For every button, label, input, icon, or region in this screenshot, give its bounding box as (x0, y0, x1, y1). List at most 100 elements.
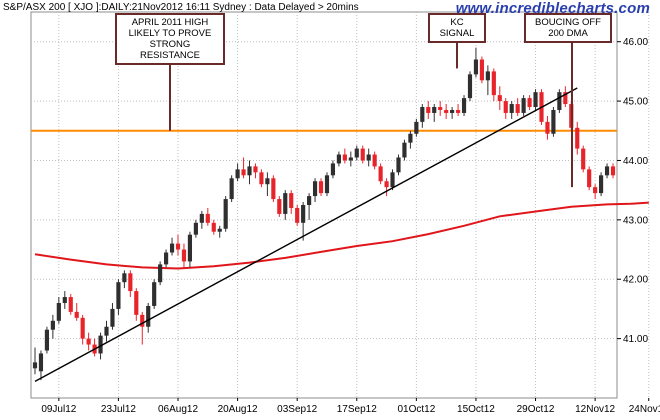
candle-body (253, 166, 258, 173)
x-tick-label: 12Nov12 (575, 404, 615, 415)
candle-body (354, 148, 359, 158)
candle-body (378, 166, 383, 182)
y-tick-label: 43.00 (623, 215, 648, 226)
candle-body (396, 157, 401, 173)
candle-body (342, 154, 347, 161)
candle-body (259, 172, 264, 185)
candle-body (366, 154, 371, 161)
candle-body (604, 166, 610, 176)
y-tick-label: 45.00 (623, 97, 648, 108)
x-tick-label: 20Aug12 (218, 404, 258, 415)
candle-body (348, 157, 353, 161)
candle-body (432, 107, 437, 113)
candle-body (455, 109, 461, 113)
candle-body (384, 181, 389, 188)
candle-body (414, 121, 419, 134)
candle-body (229, 178, 234, 200)
candle-body (158, 264, 163, 283)
candle-body (610, 166, 616, 176)
candle-body (164, 252, 169, 265)
candle-body (438, 107, 443, 110)
candle-body (581, 148, 586, 170)
candle-body (241, 169, 246, 176)
candle-body (473, 59, 479, 75)
candle-body (247, 166, 252, 176)
y-tick-label: 44.00 (623, 156, 648, 167)
candle-body (68, 297, 73, 312)
candle-body (271, 178, 276, 200)
candle-body (152, 282, 157, 306)
candle-body (98, 335, 103, 354)
y-tick-label: 46.00 (623, 37, 648, 48)
candle-body (420, 107, 425, 122)
candle-body (587, 169, 592, 188)
candle-body (330, 163, 336, 176)
candle-body (509, 104, 514, 113)
candle-body (223, 199, 228, 229)
candle-body (134, 291, 139, 315)
candle-body (479, 59, 484, 81)
candle-body (318, 181, 324, 194)
candle-body (128, 273, 133, 292)
candle-body (289, 193, 294, 208)
candle-body (372, 154, 377, 167)
candle-body (521, 98, 526, 113)
candle-body (295, 207, 300, 223)
candle-body (110, 308, 115, 327)
annotation-april-high: APRIL 2011 HIGH LIKELY TO PROVE STRONG R… (115, 13, 225, 65)
candle-body (336, 154, 341, 164)
annotation-bouncing: BOUCING OFF 200 DMA (524, 13, 612, 43)
plot-frame (30, 11, 618, 399)
candle-body (140, 314, 145, 327)
x-tick-label: 03Sep12 (277, 404, 317, 415)
candle-body (491, 71, 496, 96)
candle-body (122, 273, 127, 283)
candle-body (390, 172, 395, 188)
watermark-brand: www.incrediblecharts.com (455, 0, 650, 17)
candle-body (193, 222, 198, 235)
candle-body (301, 205, 306, 223)
candle-body (44, 329, 50, 351)
candle-body (74, 311, 79, 318)
candle-body (235, 169, 240, 179)
candle-body (360, 148, 365, 161)
candle-body (557, 92, 562, 110)
x-tick-label: 09Jul12 (41, 404, 76, 415)
candle-body (527, 98, 532, 108)
candle-body (86, 338, 91, 345)
candle-body (307, 196, 312, 205)
candle-body (62, 297, 67, 303)
x-tick-label: 17Sep12 (337, 404, 377, 415)
candle-body (450, 109, 455, 113)
x-tick-label: 24Nov12 (629, 404, 660, 415)
candle-body (533, 92, 538, 108)
candle-body (426, 107, 431, 113)
candle-body (146, 305, 151, 327)
x-tick-label: 06Aug12 (158, 404, 198, 415)
x-tick-label: 15Oct12 (457, 404, 495, 415)
y-tick-label: 42.00 (623, 275, 648, 286)
candle-body (461, 98, 467, 113)
candle-body (50, 320, 55, 330)
x-tick-label: 01Oct12 (397, 404, 435, 415)
annotation-kc-signal: KC SIGNAL (428, 13, 486, 43)
candle-body (312, 181, 318, 197)
candle-body (598, 175, 604, 194)
candle-body (515, 104, 520, 113)
candle-body (56, 302, 61, 321)
candle-body (503, 101, 508, 113)
candle-body (444, 109, 449, 113)
candle-body (80, 317, 85, 339)
candle-body (497, 95, 502, 102)
candle-body (169, 243, 175, 253)
candle-body (199, 213, 204, 223)
candle-body (277, 199, 282, 214)
candle-body (402, 142, 407, 158)
x-tick-label: 29Oct12 (517, 404, 555, 415)
candle-body (175, 243, 181, 250)
candle-body (104, 326, 109, 336)
candle-body (563, 92, 568, 105)
candle-body (211, 222, 216, 232)
